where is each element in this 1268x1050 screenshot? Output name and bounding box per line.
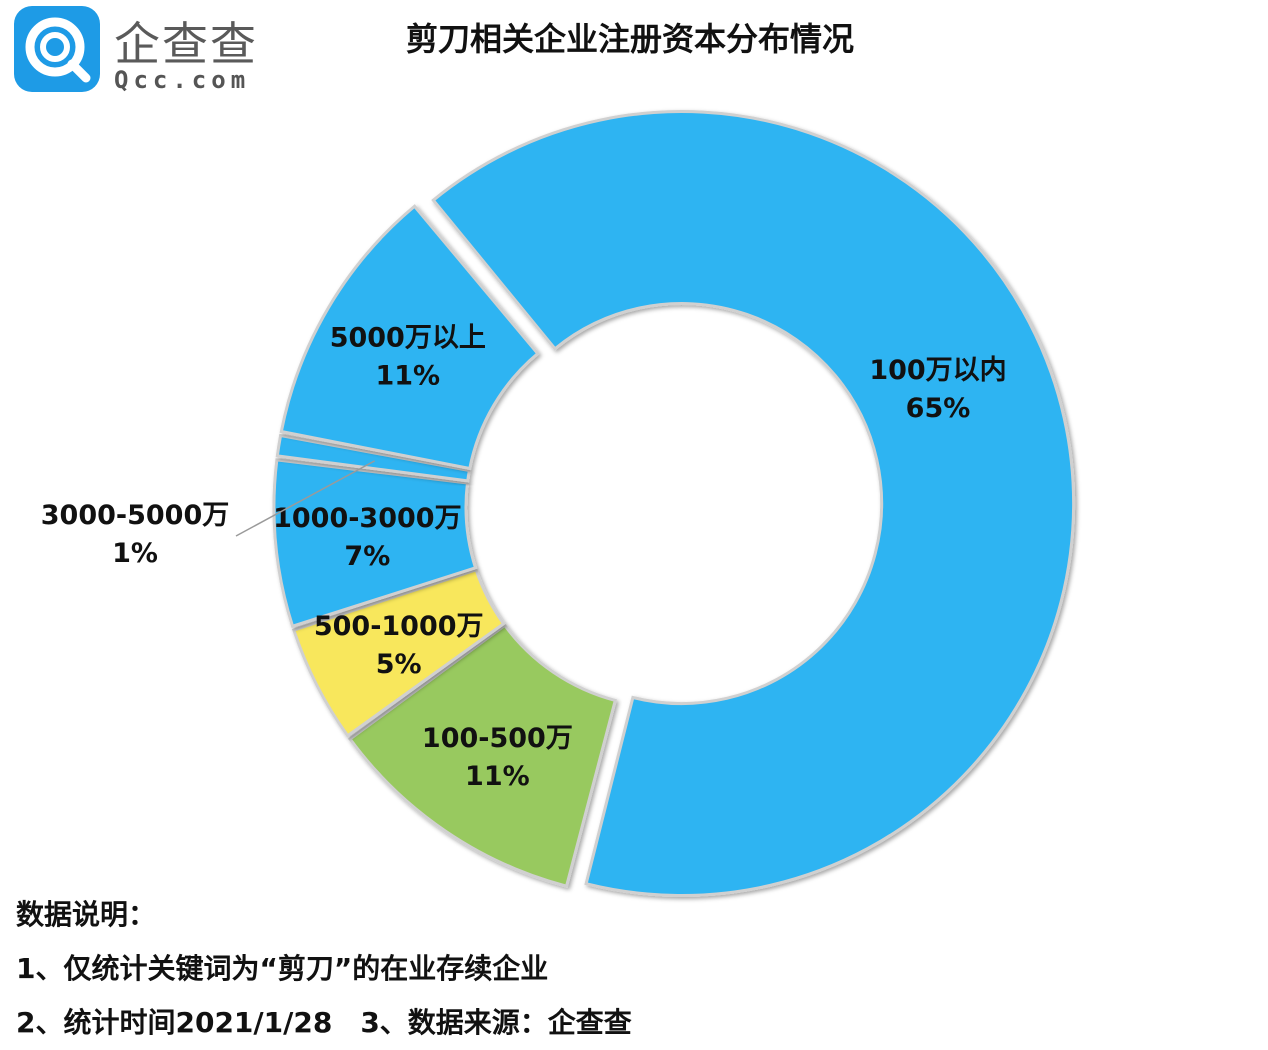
notes-section: 数据说明： 1、仅统计关键词为“剪刀”的在业存续企业 2、统计时间2021/1/… (16, 888, 632, 1050)
slice-1000-3000万 (272, 458, 478, 629)
slice-percent-label: 11% (465, 761, 530, 792)
leader-line-3000-5000万 (235, 460, 375, 537)
note-line-1: 1、仅统计关键词为“剪刀”的在业存续企业 (16, 952, 549, 985)
chart-labels: 100万以内 65% 100-500万 11% 500-1000万 5% 1000-3000… (41, 322, 1007, 792)
slice-100万以内 (431, 110, 1076, 898)
note-line-2: 2、统计时间2021/1/28 3、数据来源：企查查 (16, 1006, 632, 1039)
slice-percent-label: 65% (906, 393, 971, 424)
slice-category-label: 5000万以上 (330, 322, 486, 353)
notes-heading: 数据说明： (16, 898, 157, 931)
qcc-logo-icon (14, 6, 100, 92)
logo-domain: Qcc.com (114, 66, 251, 94)
slice-category-label: 3000-5000万 (41, 500, 230, 531)
slice-percent-label: 7% (344, 541, 390, 572)
chart-slices (272, 110, 1076, 898)
slice-500-1000万 (291, 567, 506, 738)
slice-percent-label: 11% (375, 360, 440, 391)
chart-title: 剪刀相关企业注册资本分布情况 (405, 20, 854, 58)
slice-5000万以上 (279, 204, 540, 471)
slice-percent-label: 1% (112, 538, 158, 569)
slice-category-label: 500-1000万 (314, 611, 484, 642)
slice-100-500万 (347, 623, 618, 889)
slice-category-label: 1000-3000万 (273, 503, 462, 534)
slice-category-label: 100-500万 (422, 723, 573, 754)
slice-3000-5000万 (275, 433, 472, 483)
slice-percent-label: 5% (376, 649, 422, 680)
slice-category-label: 100万以内 (869, 355, 1006, 386)
logo-text: 企查查 (114, 17, 258, 71)
qcc-logo: 企查查 Qcc.com (14, 6, 264, 96)
